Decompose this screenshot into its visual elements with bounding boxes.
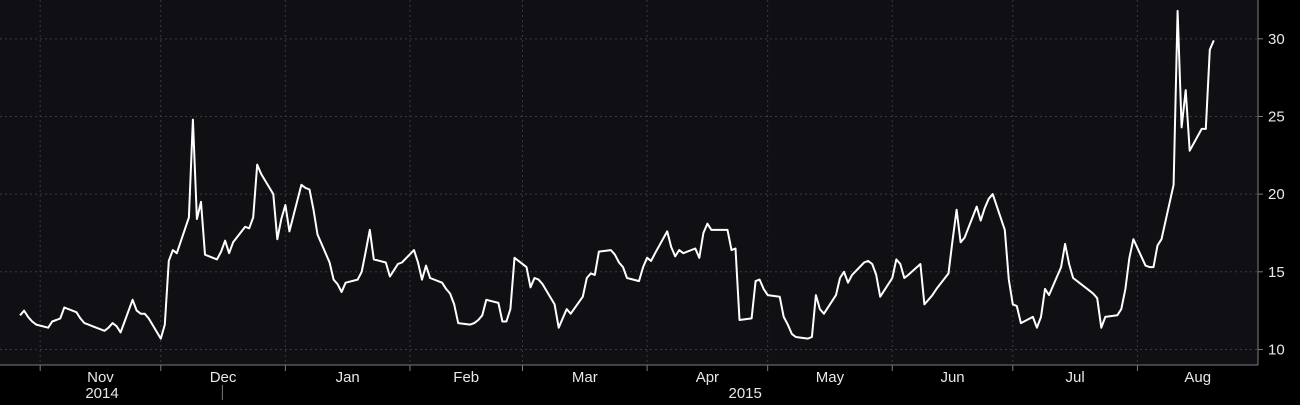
y-tick-label: 25 [1268,108,1285,125]
series-line [19,9,1215,340]
y-tick-label: 30 [1268,31,1285,48]
y-tick-label: 10 [1268,341,1285,358]
plot-background [0,0,1258,365]
y-tick-label: 15 [1268,264,1285,281]
y-axis-ticks: 10 15 20 25 30 [1258,31,1285,358]
grid-lines [0,0,1258,365]
x-tick-label: Apr [696,369,719,386]
x-tick-label: Dec [210,369,237,386]
x-year-label: 2015 [728,385,761,400]
x-tick-label: Feb [453,369,479,386]
x-tick-label: Aug [1184,369,1211,386]
x-tick-label: Mar [572,369,598,386]
x-axis-ticks: Nov Dec Jan Feb Mar Apr May Jun Jul Aug 2014 2015 [39,365,1211,402]
x-tick-label: Jun [940,369,964,386]
series-layer [19,9,1215,340]
y-tick-label: 20 [1268,186,1285,203]
x-tick-label: Jul [1066,369,1085,386]
x-year-label: 2014 [85,385,118,400]
x-tick-label: Nov [87,369,114,386]
x-tick-label: May [816,369,845,386]
x-tick-label: Jan [336,369,360,386]
